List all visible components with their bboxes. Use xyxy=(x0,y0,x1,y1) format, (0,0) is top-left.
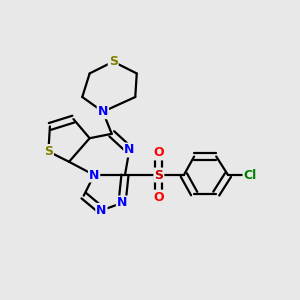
Text: S: S xyxy=(154,169,163,182)
Text: N: N xyxy=(124,143,135,157)
Text: N: N xyxy=(89,169,99,182)
Text: S: S xyxy=(44,145,53,158)
Text: Cl: Cl xyxy=(244,169,257,182)
Text: N: N xyxy=(96,204,106,217)
Text: N: N xyxy=(117,196,127,209)
Text: N: N xyxy=(98,105,108,118)
Text: O: O xyxy=(154,146,164,159)
Text: O: O xyxy=(154,190,164,204)
Text: S: S xyxy=(109,55,118,68)
